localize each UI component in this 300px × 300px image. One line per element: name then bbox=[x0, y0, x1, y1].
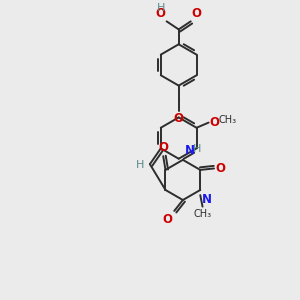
Text: H: H bbox=[193, 144, 201, 154]
Text: O: O bbox=[158, 141, 168, 154]
Text: O: O bbox=[192, 7, 202, 20]
Text: N: N bbox=[202, 194, 212, 206]
Text: CH₃: CH₃ bbox=[218, 115, 236, 125]
Text: O: O bbox=[210, 116, 220, 129]
Text: N: N bbox=[185, 144, 195, 157]
Text: O: O bbox=[216, 162, 226, 175]
Text: H: H bbox=[157, 3, 166, 13]
Text: CH₃: CH₃ bbox=[194, 209, 211, 220]
Text: H: H bbox=[136, 160, 145, 170]
Text: O: O bbox=[163, 213, 172, 226]
Text: O: O bbox=[155, 7, 166, 20]
Text: O: O bbox=[174, 112, 184, 125]
